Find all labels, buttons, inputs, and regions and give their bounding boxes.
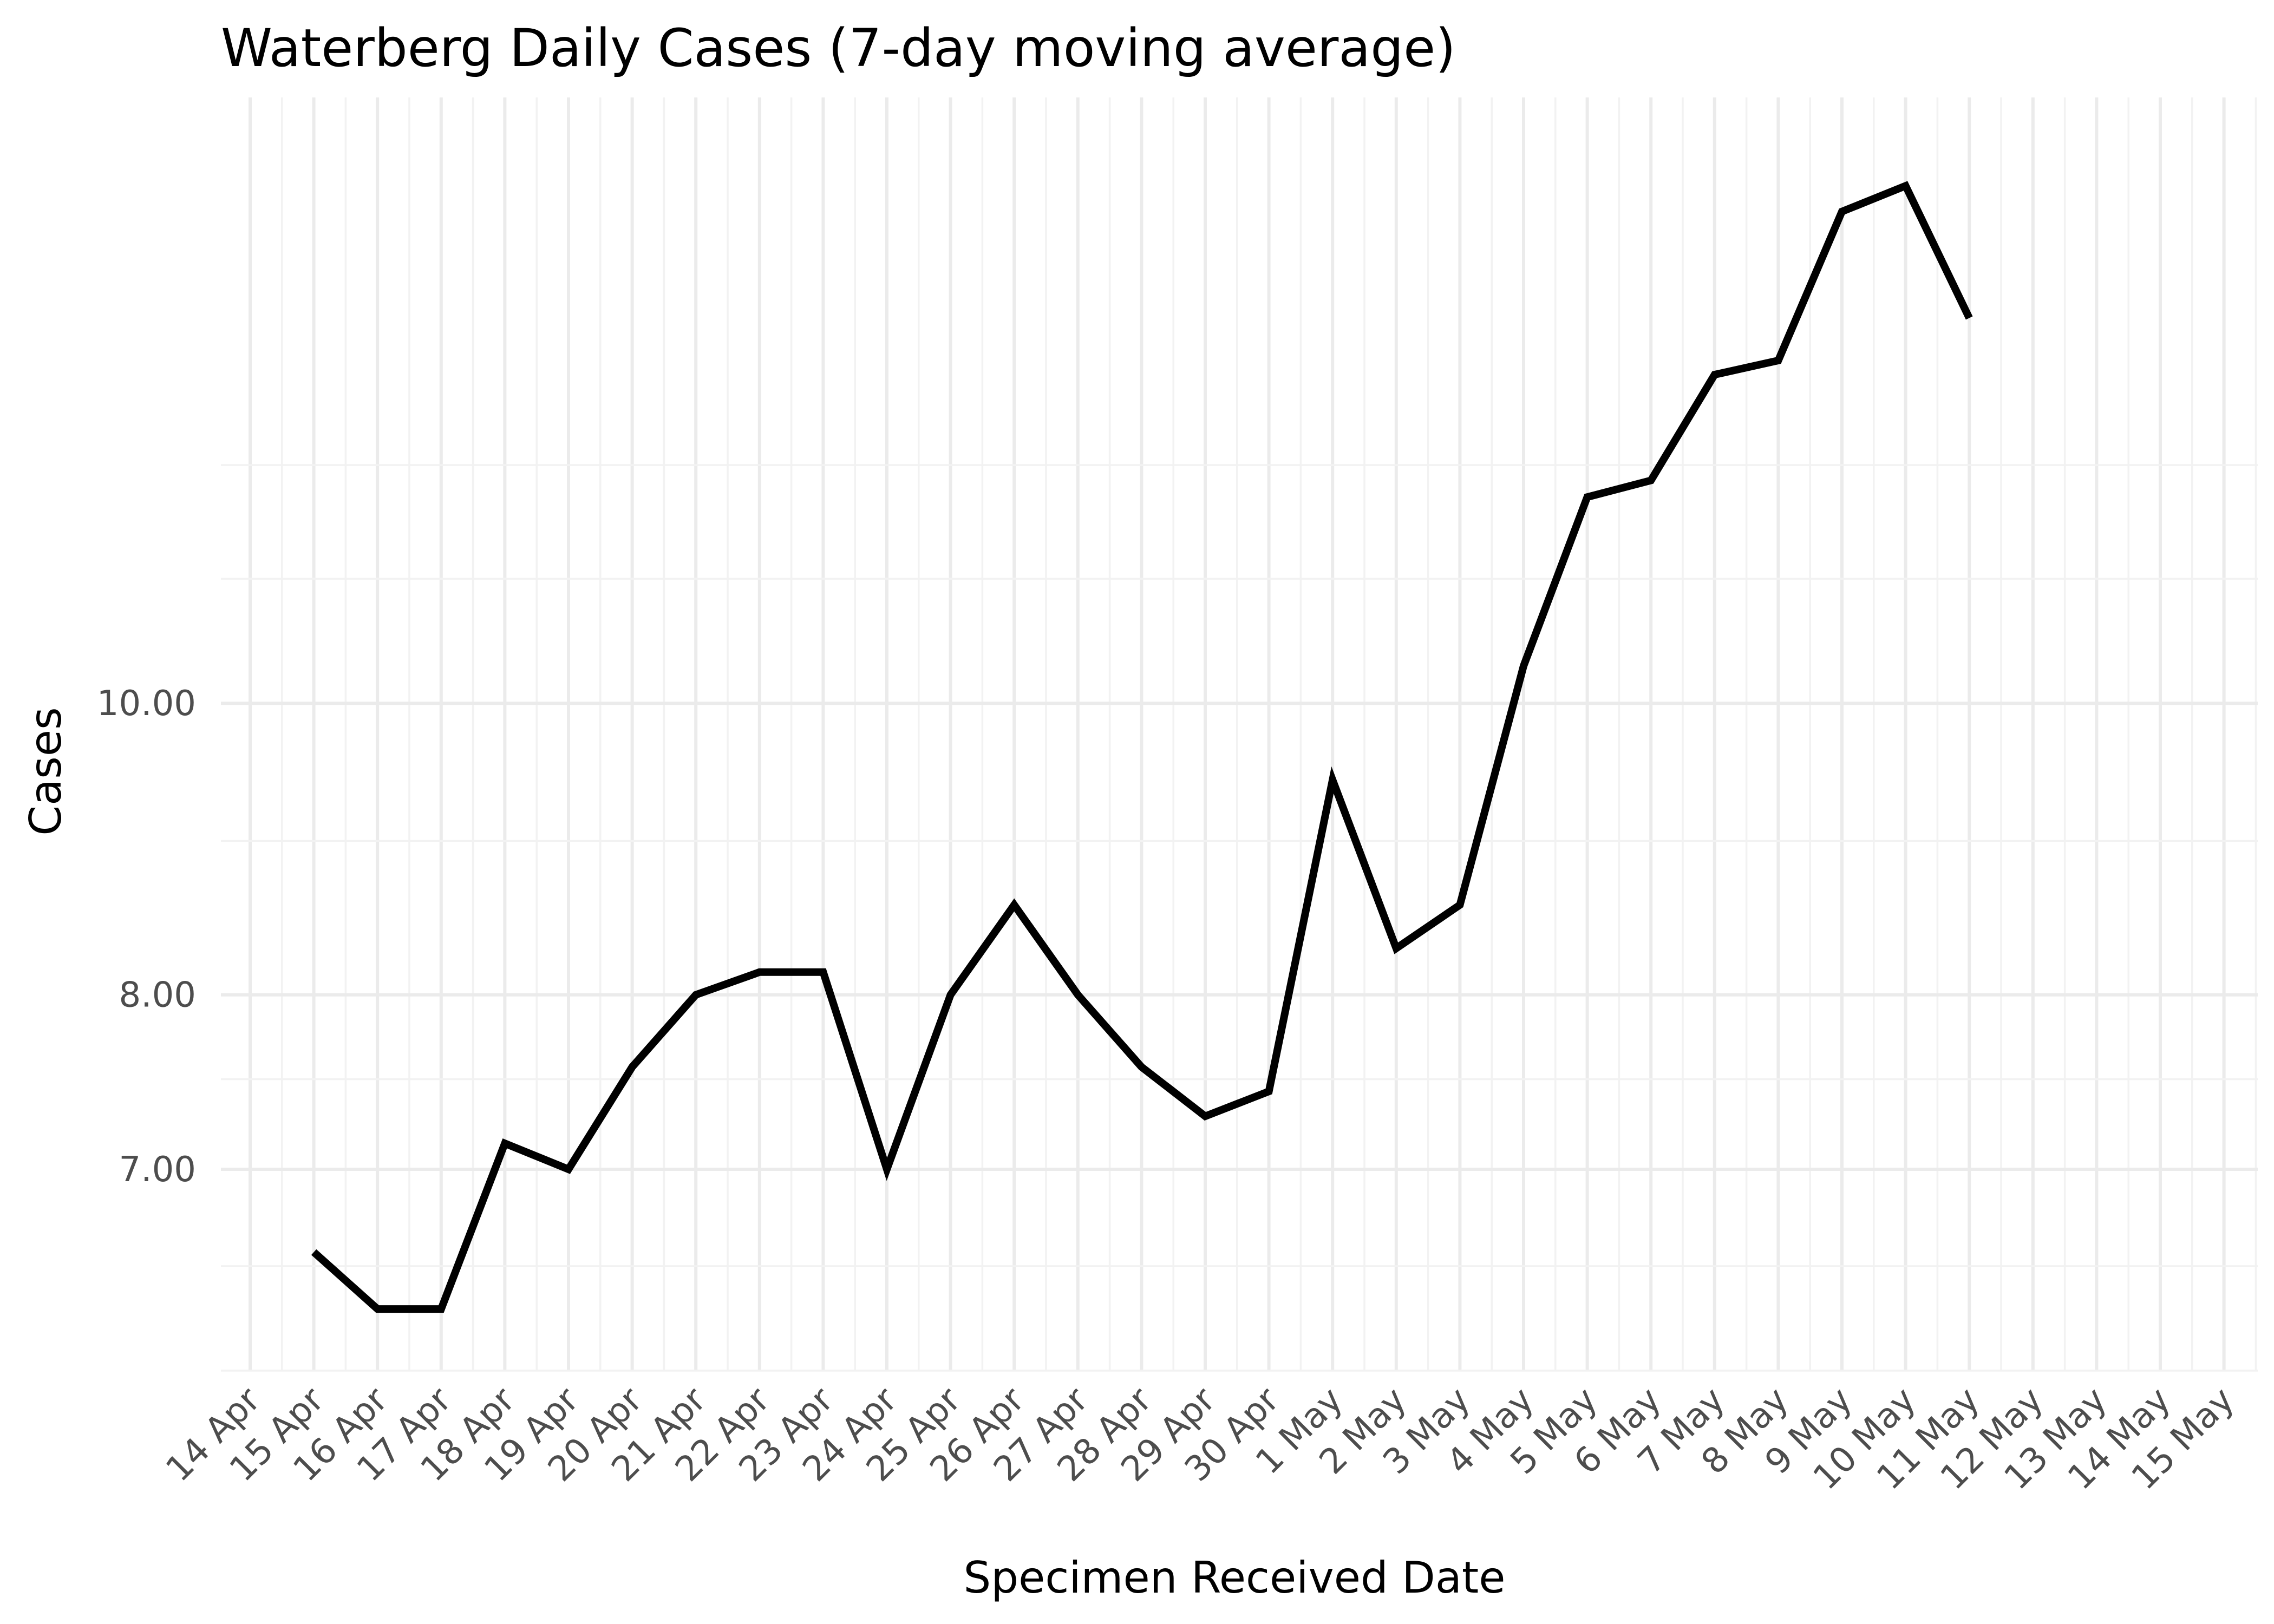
- chart-title: Waterberg Daily Cases (7-day moving aver…: [221, 18, 1456, 78]
- x-axis-title: Specimen Received Date: [964, 1553, 1506, 1603]
- series-line: [311, 181, 1973, 1313]
- grid: [221, 97, 2258, 1372]
- y-tick-label: 8.00: [119, 975, 197, 1016]
- y-axis-ticks: 7.00 8.00 10.00: [97, 684, 196, 1190]
- y-tick-label: 7.00: [119, 1150, 197, 1190]
- y-tick-label: 10.00: [97, 684, 196, 724]
- series-layer: [311, 181, 1973, 1313]
- y-axis-title: Cases: [21, 707, 71, 835]
